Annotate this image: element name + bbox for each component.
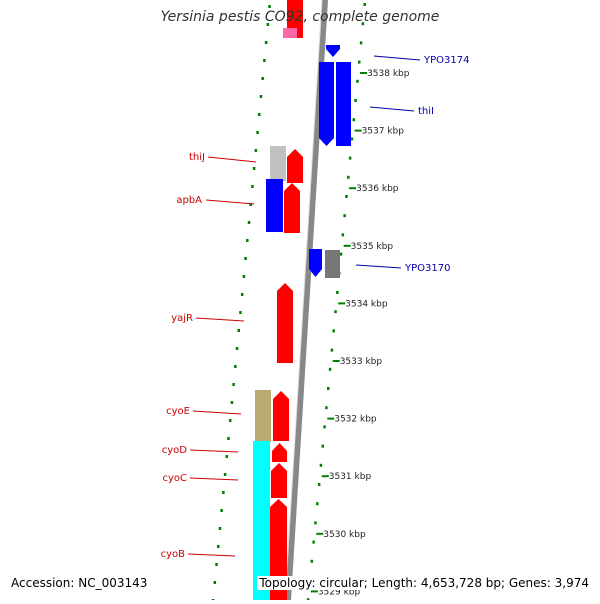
label-leader-yajR bbox=[195, 317, 245, 322]
ruler-label: 3533 kbp bbox=[340, 357, 383, 367]
ruler-label: 3538 kbp bbox=[367, 69, 410, 79]
ruler-label: 3534 kbp bbox=[345, 299, 388, 309]
gene-cyoE-olive[interactable] bbox=[255, 390, 271, 442]
gene-label-cyoE[interactable]: cyoE bbox=[166, 406, 190, 417]
gene-cyoD[interactable] bbox=[272, 443, 287, 462]
ruler-label: 3530 kbp bbox=[323, 530, 366, 540]
gene-thiJ-gray[interactable] bbox=[270, 146, 286, 181]
label-leader-cyoB bbox=[187, 553, 236, 557]
gene-label-apbA[interactable]: apbA bbox=[176, 195, 202, 206]
gene-thiJ[interactable] bbox=[287, 149, 303, 183]
gene-label-cyoC[interactable]: cyoC bbox=[162, 473, 187, 484]
gene-top-pink[interactable] bbox=[283, 28, 297, 38]
label-leader-apbA bbox=[205, 199, 255, 205]
gene-yajR[interactable] bbox=[277, 283, 293, 363]
gene-label-cyoB[interactable]: cyoB bbox=[161, 549, 186, 560]
gene-thiI-a[interactable] bbox=[319, 62, 334, 146]
label-leader-cyoE bbox=[192, 410, 242, 415]
gene-YPO3170-blue[interactable] bbox=[309, 249, 322, 277]
backbone-line bbox=[285, 0, 328, 601]
gene-YPO3174[interactable] bbox=[326, 45, 340, 57]
gene-label-YPO3170[interactable]: YPO3170 bbox=[404, 263, 450, 274]
gene-label-cyoD[interactable]: cyoD bbox=[162, 445, 188, 456]
gene-apbA[interactable] bbox=[284, 183, 300, 233]
gene-apbA-blue[interactable] bbox=[266, 179, 283, 232]
gene-label-YPO3174[interactable]: YPO3174 bbox=[423, 55, 469, 66]
gene-cyoB[interactable] bbox=[270, 499, 287, 600]
gene-thiI-b[interactable] bbox=[336, 62, 351, 146]
gene-YPO3170-gray[interactable] bbox=[325, 250, 340, 278]
gene-cyoC[interactable] bbox=[271, 463, 287, 498]
genome-title: Yersinia pestis CO92, complete genome bbox=[160, 9, 440, 25]
ruler-label: 3536 kbp bbox=[356, 184, 399, 194]
label-leader-YPO3174 bbox=[373, 55, 421, 61]
ruler-label: 3537 kbp bbox=[362, 127, 405, 137]
gene-label-thiI[interactable]: thiI bbox=[418, 106, 434, 117]
gene-label-yajR[interactable]: yajR bbox=[171, 313, 193, 324]
gene-cyoE[interactable] bbox=[273, 391, 289, 441]
label-leader-thiJ bbox=[207, 156, 257, 163]
ruler-label: 3535 kbp bbox=[351, 242, 394, 252]
gene-label-thiJ[interactable]: thiJ bbox=[189, 152, 205, 163]
gene-cyo-cyan[interactable] bbox=[253, 441, 270, 600]
ruler-label: 3529 kbp bbox=[318, 587, 361, 597]
accession-label: Accession: NC_003143 bbox=[9, 576, 150, 590]
genome-summary: Topology: circular; Length: 4,653,728 bp… bbox=[257, 576, 591, 590]
ruler-label: 3531 kbp bbox=[329, 472, 372, 482]
label-leader-thiI bbox=[369, 106, 415, 112]
label-leader-YPO3170 bbox=[355, 264, 402, 269]
label-leader-cyoC bbox=[189, 477, 239, 481]
label-leader-cyoD bbox=[189, 449, 239, 453]
backbone-highlight bbox=[284, 0, 323, 601]
ruler-label: 3532 kbp bbox=[334, 415, 377, 425]
